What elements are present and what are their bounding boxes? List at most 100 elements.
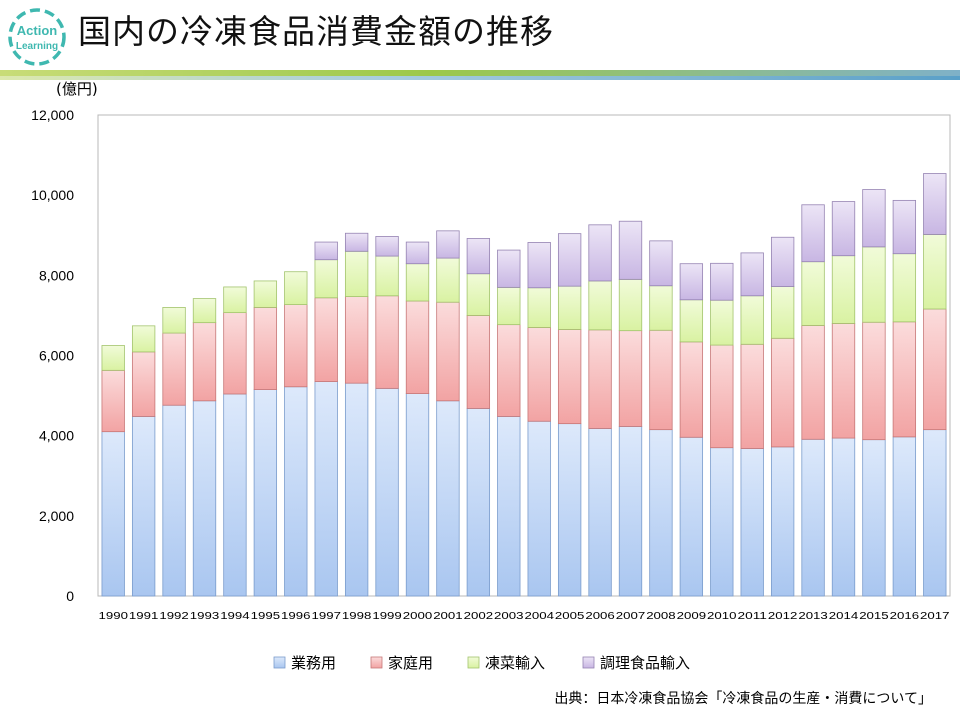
legend-label: 家庭用 [388,654,433,672]
bar-segment-凍菜輸入-2012 [770,286,795,339]
bar-segment-業務用-2011 [740,448,764,597]
bar-segment-調理食品輸入-2001 [436,230,460,259]
bar-segment-凍菜輸入-2017 [923,234,947,310]
page-title: 国内の冷凍食品消費金額の推移 [78,12,554,51]
x-tick-label: 2017 [920,611,950,622]
bar-segment-凍菜輸入-2015 [862,246,886,323]
bar-segment-家庭用-2015 [862,321,886,441]
bar-segment-凍菜輸入-2013 [801,261,825,326]
bar-segment-業務用-2008 [649,429,673,597]
bar-segment-調理食品輸入-2014 [831,201,856,257]
y-tick-label: 8,000 [39,267,74,283]
bar-segment-凍菜輸入-2005 [557,285,582,330]
svg-text:Action: Action [17,23,58,38]
bar-segment-業務用-2006 [588,428,612,597]
bar-segment-調理食品輸入-2007 [618,220,643,280]
y-axis-unit-label: (億円) [56,80,98,98]
x-tick-label: 2009 [677,611,707,622]
bar-segment-凍菜輸入-1991 [131,325,156,353]
bar-segment-調理食品輸入-2013 [801,204,825,263]
x-tick-label: 2002 [464,611,494,622]
bar-segment-家庭用-1994 [223,312,247,395]
bar-segment-家庭用-1995 [253,306,278,390]
bar-segment-調理食品輸入-2005 [557,233,582,287]
bar-segment-凍菜輸入-2002 [466,273,491,316]
bar-segment-調理食品輸入-2012 [770,236,795,287]
x-tick-label: 1991 [129,611,159,622]
bar-segment-業務用-2001 [436,400,460,597]
bar-segment-調理食品輸入-2002 [466,238,491,275]
bar-segment-家庭用-1992 [162,332,186,406]
legend-swatch-業務用 [273,656,286,669]
bar-segment-家庭用-2003 [497,324,521,417]
bar-segment-調理食品輸入-2009 [679,263,704,301]
x-tick-label: 1999 [372,611,402,622]
bar-segment-業務用-2010 [710,447,734,597]
bar-segment-調理食品輸入-1997 [314,241,338,261]
x-tick-label: 2001 [433,611,463,622]
bar-segment-業務用-2007 [618,426,643,597]
bar-segment-家庭用-1990 [101,369,125,433]
bar-segment-業務用-2013 [801,438,825,597]
bar-segment-凍菜輸入-1998 [344,250,369,297]
bar-segment-調理食品輸入-2011 [740,252,764,297]
bar-segment-凍菜輸入-2004 [527,287,551,328]
bar-segment-業務用-1994 [223,393,247,597]
bar-segment-業務用-1993 [192,400,217,597]
source-citation: 出典：日本冷凍食品協会「冷凍食品の生産・消費について」 [554,691,932,707]
y-tick-label: 2,000 [39,508,74,524]
bar-segment-家庭用-2007 [618,330,643,427]
bar-segment-業務用-2003 [497,416,521,597]
svg-text:Learning: Learning [16,41,58,52]
legend-label: 業務用 [291,654,336,672]
bar-segment-家庭用-1997 [314,297,338,382]
x-tick-label: 1995 [251,611,281,622]
legend-swatch-調理食品輸入 [582,656,595,669]
bar-segment-調理食品輸入-2015 [862,189,886,248]
bar-segment-家庭用-2017 [923,308,947,431]
bar-segment-家庭用-2006 [588,329,612,429]
y-tick-label: 6,000 [39,348,74,364]
legend-swatch-家庭用 [370,656,383,669]
bar-segment-凍菜輸入-2006 [588,280,612,331]
legend-swatch-凍菜輸入 [467,656,480,669]
header: Action Learning 国内の冷凍食品消費金額の推移 [0,0,960,90]
x-tick-label: 2008 [646,611,676,622]
bar-segment-家庭用-1991 [131,351,156,417]
bar-segment-家庭用-2014 [831,323,856,439]
x-tick-label: 2003 [494,611,524,622]
bar-segment-調理食品輸入-2003 [497,249,521,288]
bar-segment-凍菜輸入-2011 [740,295,764,345]
x-tick-label: 1998 [342,611,372,622]
bar-segment-業務用-2012 [770,446,795,597]
bar-segment-凍菜輸入-2007 [618,278,643,332]
bar-segment-凍菜輸入-2016 [892,253,917,323]
x-tick-label: 1997 [312,611,342,622]
bar-segment-家庭用-2004 [527,327,551,422]
bar-segment-凍菜輸入-2009 [679,299,704,343]
bar-segment-家庭用-2009 [679,341,704,438]
bar-segment-凍菜輸入-2003 [497,286,521,326]
bar-segment-業務用-2005 [557,423,582,597]
title-underline-accent [0,76,960,80]
x-tick-label: 2005 [555,611,585,622]
x-tick-label: 1996 [281,611,311,622]
bar-segment-凍菜輸入-1993 [192,298,217,324]
bar-segment-業務用-1995 [253,389,278,597]
bar-segment-凍菜輸入-1992 [162,306,186,334]
bar-segment-業務用-1990 [101,431,125,597]
bar-segment-家庭用-2016 [892,321,917,438]
bar-segment-調理食品輸入-2006 [588,224,612,282]
x-tick-label: 2015 [859,611,889,622]
bar-segment-家庭用-2008 [649,329,673,431]
x-tick-label: 2016 [890,611,920,622]
y-tick-label: 4,000 [39,428,74,444]
x-tick-label: 2011 [738,611,768,622]
bar-segment-業務用-2015 [862,439,886,597]
y-tick-label: 0 [66,588,74,604]
bar-segment-家庭用-1998 [344,296,369,384]
x-tick-label: 2000 [403,611,433,622]
bar-segment-業務用-1998 [344,382,369,597]
legend-label: 調理食品輸入 [600,654,690,672]
bar-segment-業務用-1991 [131,416,156,597]
